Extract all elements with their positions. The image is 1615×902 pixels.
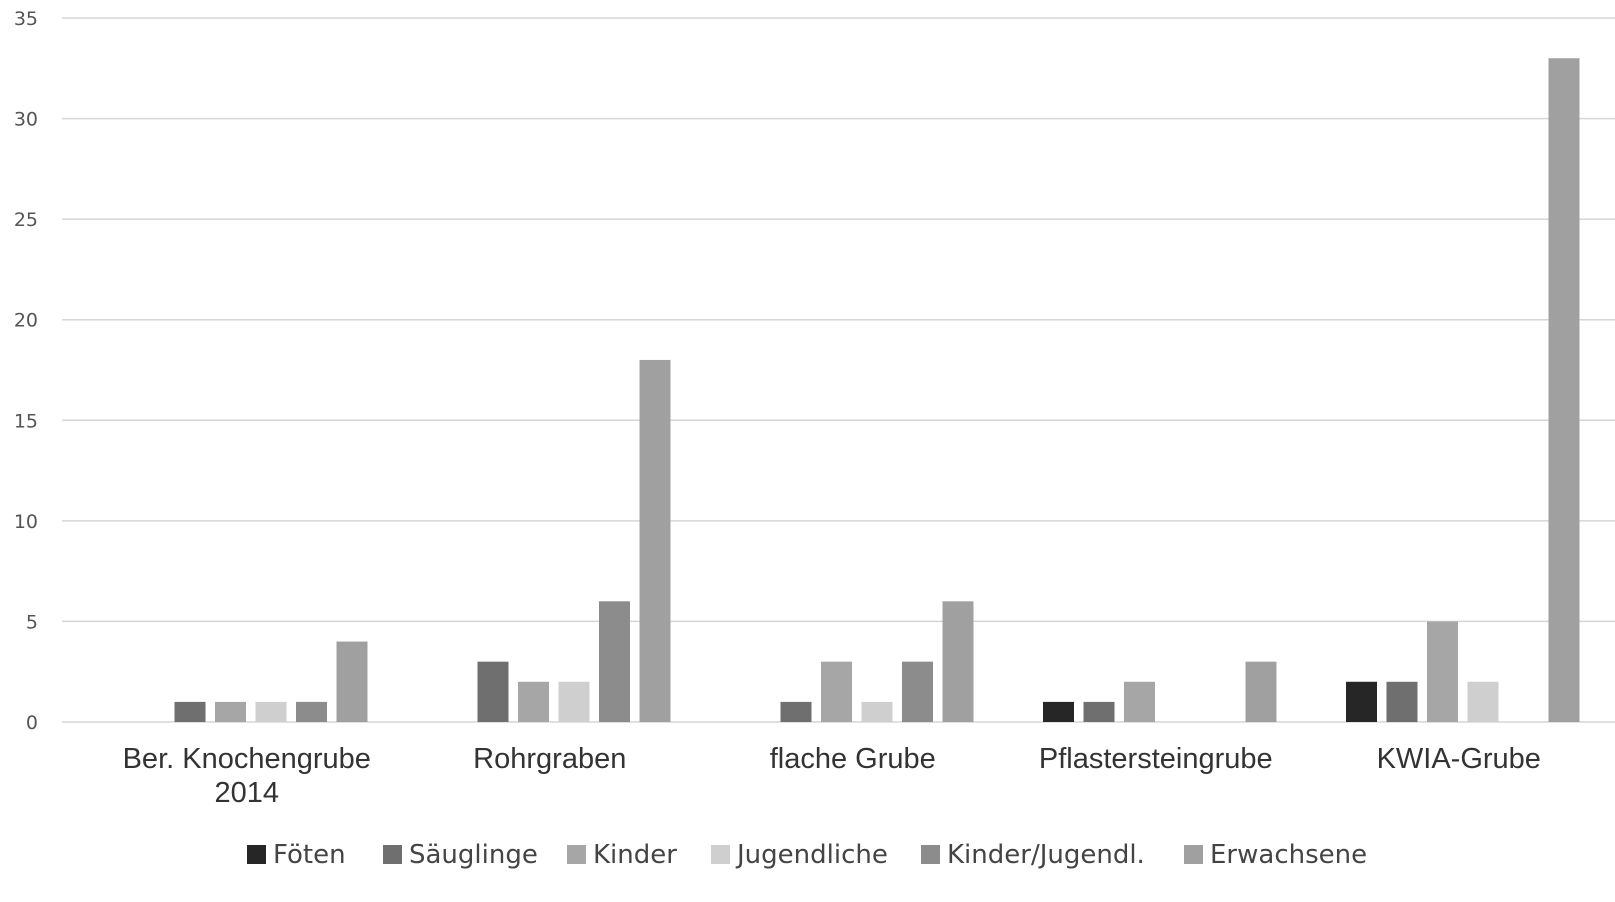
- bar: [942, 601, 974, 722]
- bar: [558, 681, 590, 722]
- bar: [1386, 681, 1418, 722]
- bar: [1245, 661, 1277, 722]
- bar: [174, 701, 206, 722]
- y-tick-label: 5: [26, 611, 38, 633]
- y-tick-label: 15: [14, 410, 38, 432]
- bar: [1548, 58, 1580, 722]
- bar: [1124, 681, 1155, 722]
- bar: [518, 681, 549, 722]
- bar: [1083, 701, 1115, 722]
- legend-label: Säuglinge: [409, 840, 538, 870]
- y-tick-label: 30: [14, 109, 38, 131]
- bar: [639, 359, 671, 722]
- legend-label: Jugendliche: [735, 840, 888, 870]
- bar: [780, 701, 812, 722]
- legend-swatch: [1184, 845, 1203, 864]
- bar: [477, 661, 509, 722]
- bar: [902, 661, 933, 722]
- legend: Föten Säuglinge Kinder Jugendliche Kinder/Ju…: [247, 840, 1367, 870]
- legend-swatch: [247, 845, 266, 864]
- legend-label: Föten: [273, 840, 346, 870]
- bar: [296, 701, 327, 722]
- y-tick-label: 0: [26, 712, 38, 734]
- y-axis-tick-labels: 0 5 10 15 20 25 30 35: [14, 8, 38, 734]
- bar: [1467, 681, 1499, 722]
- x-category-label: Ber. Knochengrube: [123, 743, 371, 775]
- x-category-label: flache Grube: [770, 743, 936, 775]
- bar: [1346, 681, 1377, 722]
- legend-label: Erwachsene: [1210, 840, 1367, 870]
- x-category-label: Rohrgraben: [473, 743, 626, 775]
- legend-swatch: [711, 845, 730, 864]
- y-tick-label: 35: [14, 8, 38, 30]
- bar: [215, 701, 246, 722]
- legend-swatch: [383, 845, 402, 864]
- y-tick-label: 25: [14, 209, 38, 231]
- bars-layer: [174, 58, 1580, 722]
- legend-label: Kinder: [593, 840, 677, 870]
- legend-swatch: [921, 845, 940, 864]
- grid-layer: [62, 17, 1615, 723]
- legend-swatch: [567, 845, 586, 864]
- bar: [1043, 701, 1074, 722]
- x-category-label: 2014: [214, 777, 279, 809]
- bar: [861, 701, 893, 722]
- bar: [599, 601, 630, 722]
- y-tick-label: 10: [14, 511, 38, 533]
- bar: [1427, 621, 1458, 722]
- bar: [821, 661, 852, 722]
- bar: [255, 701, 287, 722]
- bar: [336, 641, 368, 722]
- legend-label: Kinder/Jugendl.: [947, 840, 1145, 870]
- y-tick-label: 20: [14, 310, 38, 332]
- x-category-label: Pflastersteingrube: [1039, 743, 1273, 775]
- x-category-label: KWIA-Grube: [1377, 743, 1541, 775]
